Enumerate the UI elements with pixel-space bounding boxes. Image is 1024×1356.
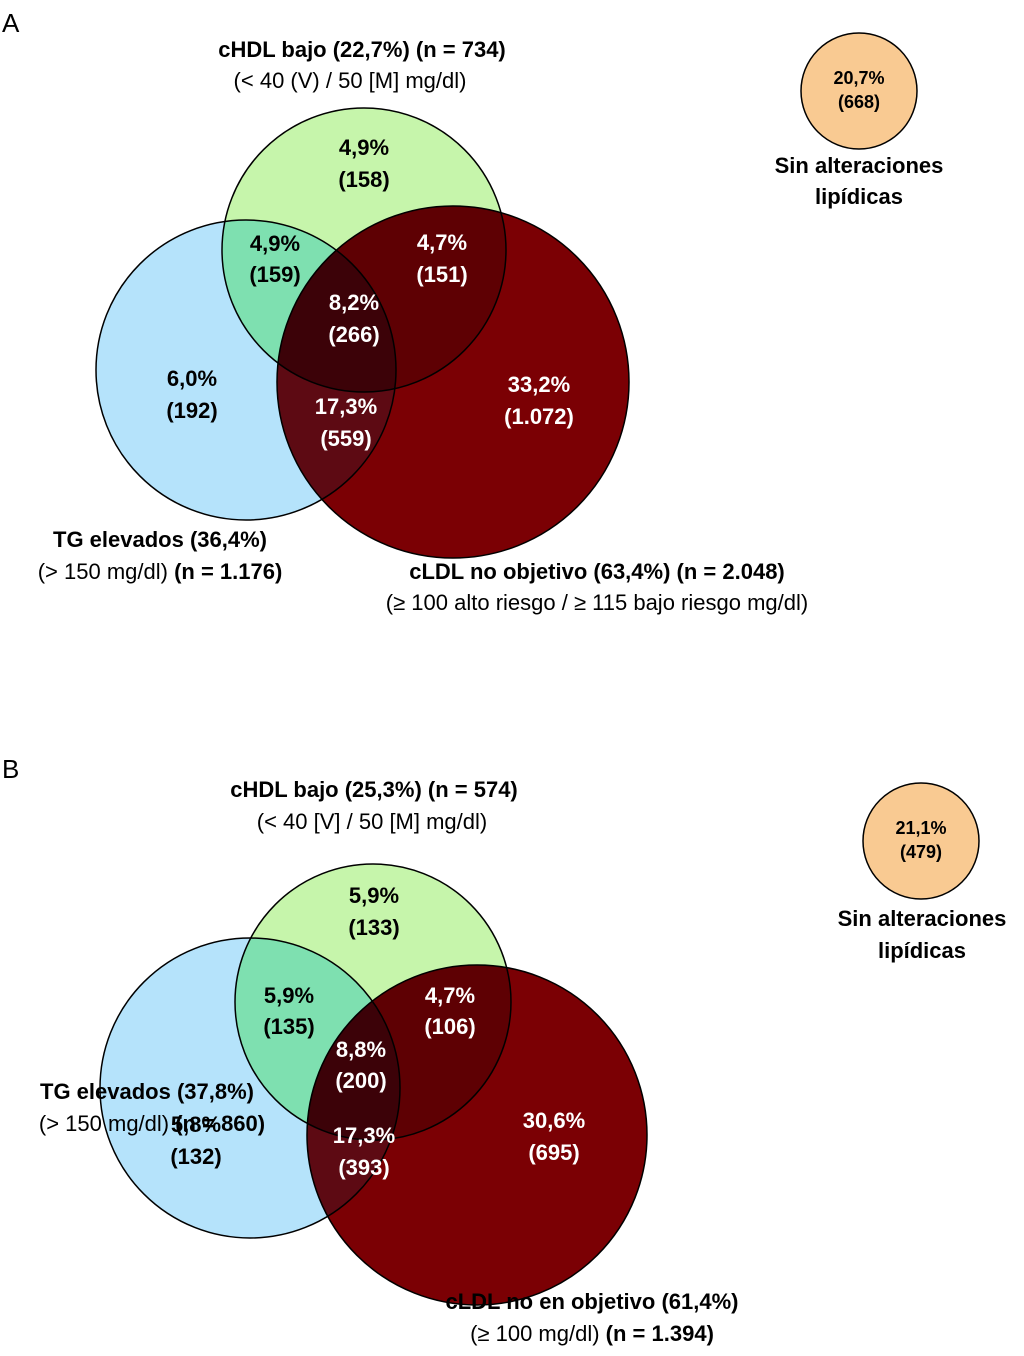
region-tg-only-pct: 5,8% [171,1112,221,1137]
region-tg-only-n: (132) [170,1144,221,1169]
ldl-subtitle: (≥ 100 alto riesgo / ≥ 115 bajo riesgo m… [386,590,808,615]
region-hdl-tg-pct: 5,9% [264,983,314,1008]
hdl-outline [234,863,512,1141]
tg-subtitle-criteria: (> 150 mg/dl) [39,1111,175,1136]
tg-subtitle-criteria: (> 150 mg/dl) [38,559,174,584]
region-hdl-ldl-pct: 4,7% [425,983,475,1008]
region-tg-only-n: (192) [166,398,217,423]
region-tg-ldl-n: (559) [320,426,371,451]
ldl-subtitle-count: (n = 1.394) [606,1321,714,1346]
ldl-title: cLDL no en objetivo (61,4%) [446,1289,739,1314]
tg-title: TG elevados (36,4%) [53,527,267,552]
region-tg-ldl-n: (393) [338,1155,389,1180]
tg-outline [99,937,401,1239]
region-hdl-ldl-n: (106) [424,1014,475,1039]
region-hdl-tg-n: (135) [263,1014,314,1039]
region-all-n: (266) [328,322,379,347]
no-alterations-label-line1: Sin alteraciones [775,153,944,178]
tg-title-b: TG elevados (37,8%) [40,1079,254,1104]
region-hdl-ldl-n: (151) [416,262,467,287]
tg-outline [95,219,397,521]
region-all-n: (200) [335,1068,386,1093]
hdl-title: cHDL bajo (25,3%) (n = 574) [230,777,518,802]
no-alterations-circle [862,782,980,900]
no-alterations-n: (479) [900,842,942,862]
no-alterations-circle [800,32,918,150]
region-hdl-only-n: (133) [348,915,399,940]
ldl-subtitle: (≥ 100 mg/dl) (n = 1.394) [470,1321,714,1346]
region-hdl-tg-pct: 4,9% [250,231,300,256]
region-all-pct: 8,8% [336,1037,386,1062]
no-alterations-label-line2: lipídicas [815,184,903,209]
no-alterations-label-line2: lipídicas [878,938,966,963]
region-hdl-only-pct: 5,9% [349,883,399,908]
region-ldl-only-n: (1.072) [504,404,574,429]
tg-subtitle: (> 150 mg/dl) (n = 860) [39,1111,265,1136]
region-ldl-only-pct: 33,2% [508,372,570,397]
hdl-subtitle: (< 40 (V) / 50 [M] mg/dl) [234,68,467,93]
tg-subtitle-count: (n = 860) [175,1111,265,1136]
region-ldl-only-n: (695) [528,1140,579,1165]
hdl-title: cHDL bajo (22,7%) (n = 734) [218,37,506,62]
no-alterations-label-line1: Sin alteraciones [838,906,1007,931]
panel-b: B cHDL bajo (25,3%) (n = 574) (< 40 [V] … [2,754,1006,1346]
panel-letter: B [2,754,19,784]
ldl-outline [276,205,630,559]
region-hdl-ldl-pct: 4,7% [417,230,467,255]
ldl-title: cLDL no objetivo (63,4%) (n = 2.048) [409,559,785,584]
region-hdl-tg-n: (159) [249,262,300,287]
region-all-pct: 8,2% [329,290,379,315]
no-alterations-pct: 20,7% [833,68,884,88]
region-tg-ldl-pct: 17,3% [315,394,377,419]
ldl-subtitle-criteria: (≥ 100 alto riesgo / ≥ 115 bajo riesgo m… [386,590,808,615]
hdl-subtitle: (< 40 [V] / 50 [M] mg/dl) [257,809,487,834]
region-tg-only-pct: 6,0% [167,366,217,391]
no-alterations-pct: 21,1% [895,818,946,838]
no-alterations-n: (668) [838,92,880,112]
ldl-outline [306,964,648,1306]
region-ldl-only-pct: 30,6% [523,1108,585,1133]
panel-a: A cHDL bajo (22,7%) (n = 734) (< 40 (V) … [2,8,943,615]
panel-letter: A [2,8,20,38]
tg-subtitle-count: (n = 1.176) [174,559,282,584]
hdl-outline [221,107,507,393]
ldl-subtitle-criteria: (≥ 100 mg/dl) [470,1321,606,1346]
tg-subtitle: (> 150 mg/dl) (n = 1.176) [38,559,283,584]
region-hdl-only-n: (158) [338,167,389,192]
region-hdl-only-pct: 4,9% [339,135,389,160]
region-tg-ldl-pct: 17,3% [333,1123,395,1148]
